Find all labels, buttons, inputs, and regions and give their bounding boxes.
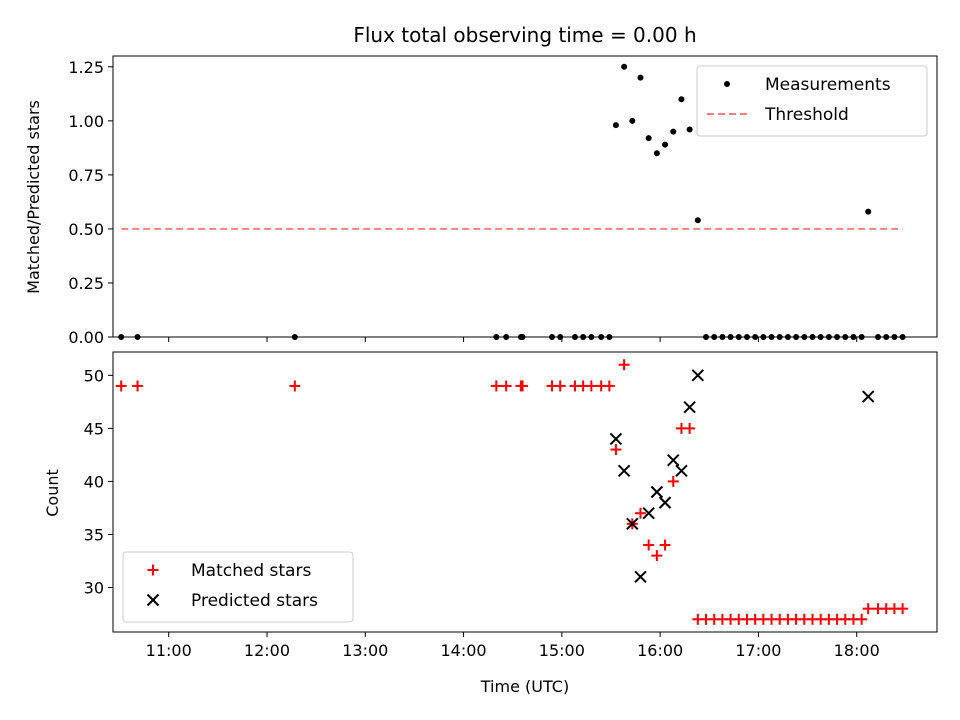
- top-panel-plot-area: [118, 63, 906, 340]
- predicted-stars-point: [609, 432, 623, 446]
- matched-stars-point: [115, 380, 127, 392]
- bottom-legend: Matched stars Predicted stars: [122, 551, 354, 623]
- matched-stars-point: [651, 550, 663, 562]
- measurement-point: [662, 141, 669, 148]
- top-ytick-label: 0.25: [68, 274, 104, 293]
- top-ytick-label: 1.00: [68, 112, 104, 131]
- matched-stars-point: [684, 422, 696, 434]
- measurement-point: [612, 122, 619, 129]
- matched-stars-point: [610, 444, 622, 456]
- measurement-point: [645, 135, 652, 142]
- bottom-xtick-label: 16:00: [637, 641, 683, 660]
- matched-stars-point: [862, 603, 874, 615]
- predicted-stars-point: [658, 496, 672, 509]
- predicted-stars-point: [642, 507, 655, 520]
- matched-stars-point: [897, 603, 909, 615]
- predicted-stars-point: [683, 400, 696, 414]
- legend-label: Threshold: [764, 105, 849, 125]
- measurement-point: [629, 117, 636, 124]
- measurement-point: [686, 126, 693, 133]
- top-legend: Measurements Threshold: [696, 65, 928, 137]
- matched-stars-point: [634, 507, 646, 519]
- bottom-xtick-label: 14:00: [441, 641, 487, 660]
- measurement-point: [670, 128, 677, 135]
- bottom-ytick-label: 35: [84, 525, 104, 544]
- matched-stars-point: [667, 475, 679, 487]
- predicted-stars-point: [617, 464, 631, 477]
- measurement-point: [678, 96, 685, 103]
- bottom-panel-ylabel: Count: [43, 469, 62, 517]
- bottom-panel-frame: [112, 351, 938, 633]
- matched-stars-point: [132, 380, 144, 392]
- legend-entry-predicted-stars: Predicted stars: [146, 591, 318, 611]
- matched-stars-point: [585, 380, 597, 392]
- top-panel-ylabel: Matched/Predicted stars: [24, 100, 43, 294]
- matched-stars-point: [500, 380, 512, 392]
- legend-entry-matched-stars: Matched stars: [147, 561, 311, 581]
- legend-label: Measurements: [765, 75, 891, 95]
- bottom-xtick-label: 17:00: [735, 641, 781, 660]
- measurement-point: [637, 74, 644, 81]
- predicted-stars-point: [626, 517, 639, 531]
- top-panel: 0.00 0.25 0.50 0.75 1.00 1.25 Measurements Thre…: [68, 55, 938, 347]
- matched-stars-point: [490, 380, 502, 392]
- bottom-xtick-label: 12:00: [244, 641, 290, 660]
- bottom-ytick-label: 30: [84, 578, 104, 597]
- bottom-xtick-label: 15:00: [539, 641, 585, 660]
- top-ytick-label: 0.75: [68, 166, 104, 185]
- bottom-xtick-label: 18:00: [834, 641, 880, 660]
- matched-stars-point: [643, 539, 655, 551]
- legend-swatch: [146, 593, 160, 607]
- predicted-stars-point: [667, 453, 680, 467]
- matched-stars-point: [618, 359, 630, 371]
- top-ytick-label: 1.25: [68, 58, 104, 77]
- matched-stars-point: [856, 613, 868, 625]
- top-panel-title: Flux total observing time = 0.00 h: [353, 23, 696, 47]
- measurement-point: [865, 208, 872, 215]
- bottom-xtick-label: 11:00: [146, 641, 192, 660]
- bottom-series-predicted-stars: [609, 369, 875, 584]
- matched-stars-point: [659, 539, 671, 551]
- legend-label: Matched stars: [191, 561, 311, 581]
- predicted-stars-point: [861, 390, 875, 403]
- legend-entry-measurements: Measurements: [724, 75, 891, 95]
- legend-label: Predicted stars: [191, 591, 318, 611]
- top-legend-box: [696, 65, 928, 137]
- bottom-ytick-label: 40: [84, 472, 104, 491]
- bottom-panel-plot-area: [115, 359, 909, 625]
- matched-stars-point: [554, 380, 566, 392]
- measurement-point: [621, 63, 628, 70]
- measurement-point: [694, 217, 701, 224]
- legend-swatch: [147, 564, 159, 576]
- bottom-panel: 30 35 40 45 50 11:00 12:00 13:00 14:00 15:00 16:00…: [84, 351, 938, 660]
- top-series-measurements: [118, 63, 906, 340]
- bottom-xtick-label: 13:00: [342, 641, 388, 660]
- predicted-stars-point: [634, 570, 647, 584]
- predicted-stars-point: [691, 369, 705, 382]
- bottom-series-matched-stars: [115, 359, 909, 625]
- predicted-stars-point: [675, 464, 688, 477]
- top-ytick-label: 0.50: [68, 220, 104, 239]
- matched-stars-point: [603, 380, 615, 392]
- bottom-ytick-label: 45: [84, 419, 104, 438]
- top-ytick-label: 0.00: [68, 328, 104, 347]
- bottom-legend-box: [122, 551, 354, 623]
- measurement-point: [653, 150, 660, 157]
- bottom-panel-xlabel: Time (UTC): [480, 677, 569, 696]
- bottom-ytick-label: 50: [84, 366, 104, 385]
- legend-swatch: [724, 81, 730, 87]
- predicted-stars-point: [650, 485, 664, 499]
- matched-stars-point: [289, 380, 301, 392]
- legend-entry-threshold: Threshold: [707, 105, 849, 125]
- matched-stars-point: [517, 380, 529, 392]
- top-panel-frame: [112, 55, 938, 338]
